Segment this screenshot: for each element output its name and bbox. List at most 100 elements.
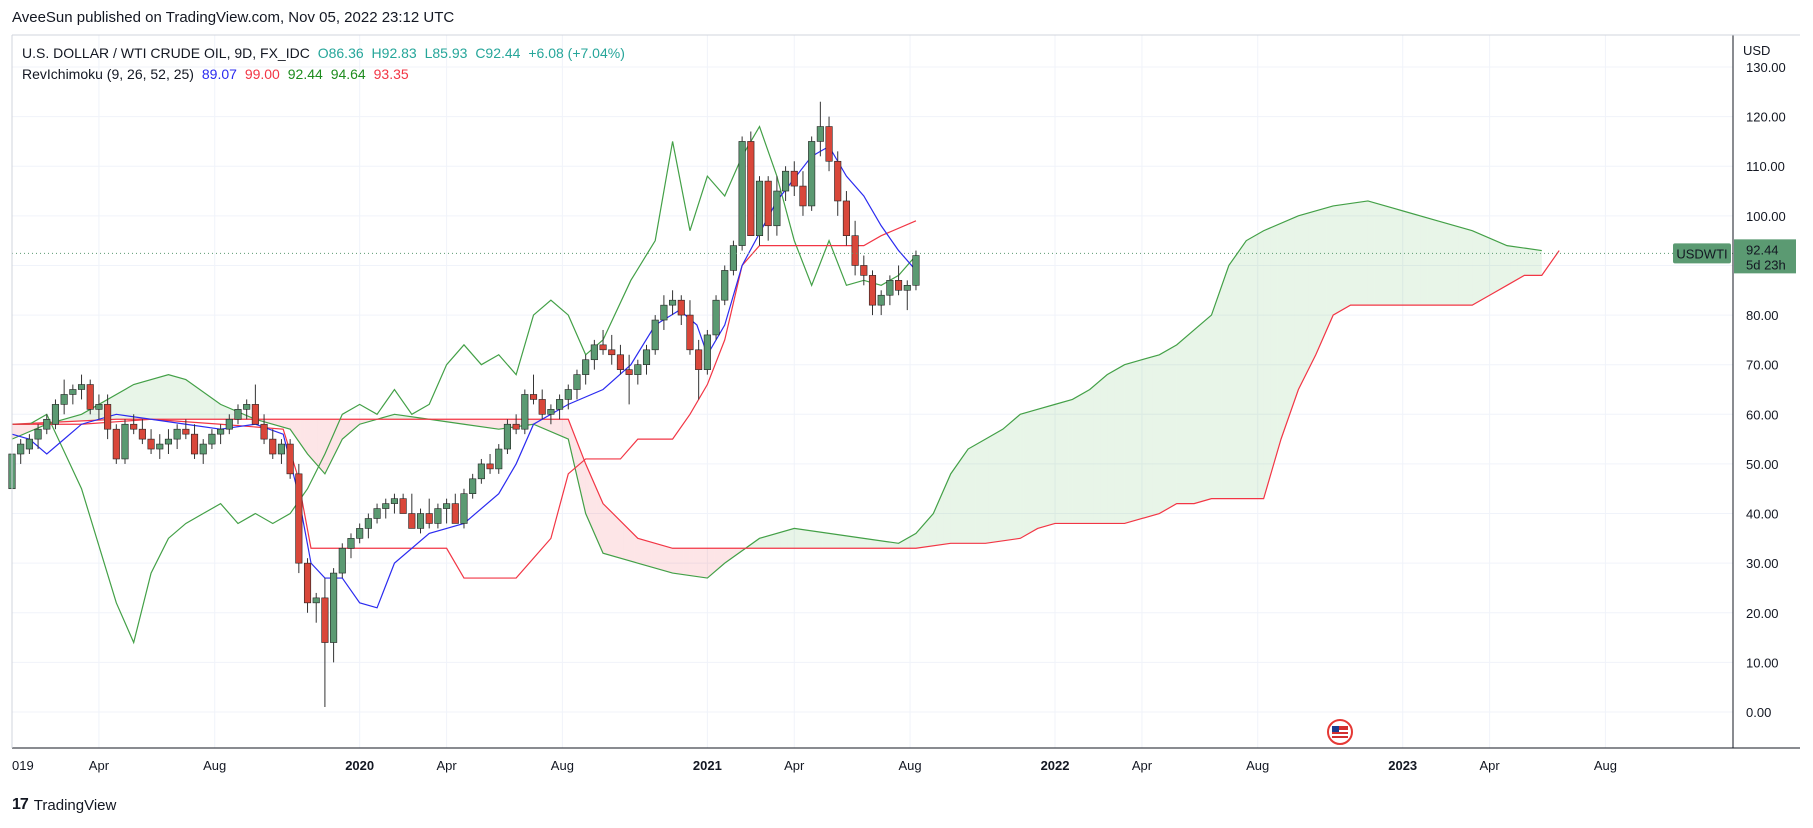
y-tick-label: 60.00 [1746,407,1779,422]
cloud-fill [1440,221,1445,306]
cloud-fill [1260,230,1264,499]
footer-brand[interactable]: 17 TradingView [12,796,116,814]
cloud-fill [658,544,663,571]
cloud-fill [1041,407,1045,528]
cloud-fill [168,374,172,420]
y-tick-label: 80.00 [1746,308,1779,323]
cloud-fill [895,542,899,549]
cloud-fill [453,419,458,424]
cloud-fill [1100,377,1104,524]
cloud-fill [1305,212,1309,376]
cloud-fill [470,419,475,426]
candle-body [130,423,138,430]
cloud-fill [1034,409,1038,531]
candle-body [382,503,390,509]
candle-body [364,518,372,529]
published-caption: AveeSun published on TradingView.com, No… [12,9,455,26]
cloud-fill [1068,399,1073,524]
cloud-fill [1274,224,1278,463]
cloud-fill [839,534,843,549]
cloud-fill [1208,315,1212,500]
cloud-fill [554,419,558,435]
cloud-fill [1183,335,1188,504]
candle-body [903,285,911,291]
candle-body [225,418,233,430]
cloud-fill [1472,230,1476,306]
cloud-fill [231,408,235,420]
candle-body [338,547,346,574]
cloud-fill [835,534,840,549]
cloud-fill [85,410,89,421]
cloud-fill [672,548,677,574]
cloud-fill [1187,332,1191,504]
cloud-fill [1030,410,1035,533]
cloud-fill [1131,361,1135,522]
cloud-fill [1364,200,1368,306]
cloud-fill [1482,235,1487,300]
candle-body [112,428,120,460]
candle-body [373,508,381,519]
cloud-fill [1475,232,1480,304]
cloud-fill [707,548,711,579]
cloud-fill [185,379,190,420]
x-tick-label: Aug [1594,758,1617,773]
cloud-fill [561,419,565,438]
cloud-fill [1287,218,1292,420]
cloud-fill [1402,210,1407,306]
cloud-fill [1354,202,1358,306]
cloud-fill [881,540,885,549]
cloud-fill [922,521,927,548]
cloud-fill [1013,417,1017,540]
cloud-fill [957,458,962,544]
cloud-fill [1107,372,1111,524]
cloud-fill [589,471,593,530]
x-tick-label: Apr [1480,758,1501,773]
cloud-fill [630,531,635,563]
cloud-fill [613,514,617,558]
candle-body [190,433,199,455]
chikou-line [12,125,917,645]
candle-body [625,369,633,375]
x-tick-label: 2021 [693,758,722,773]
cloud-fill [912,533,916,549]
us-flag-icon [1332,730,1348,732]
cloud-fill [926,517,930,547]
cloud-fill [863,538,868,549]
candle-body [816,126,824,142]
cloud-fill [196,387,200,420]
cloud-fill [154,377,159,420]
cloud-fill [1479,233,1483,302]
cloud-fill [689,548,694,577]
cloud-fill [192,384,197,420]
cloud-fill [286,419,291,430]
cloud-fill [1447,223,1452,306]
cloud-fill [227,407,232,420]
cloud-fill [224,405,228,420]
cloud-fill [1298,214,1302,390]
cloud-fill [943,481,948,545]
cloud-fill [982,439,986,544]
cloud-fill [644,540,649,567]
cloud-fill [1437,220,1441,306]
cloud-fill [1166,348,1170,510]
candle-body [60,394,68,405]
cloud-fill [776,532,781,549]
cloud-fill [1006,423,1010,541]
cloud-fill [1513,246,1518,282]
cloud-fill [1253,234,1257,499]
cloud-fill [1201,321,1205,502]
candle-body [677,299,685,316]
cloud-fill [1385,205,1389,306]
candle-body [347,538,355,549]
cloud-fill [1148,356,1153,517]
candle-body [721,270,729,301]
candle-body [425,513,433,524]
senkou-span-a-line [11,200,1542,579]
candle-body [590,344,598,361]
cloud-fill [623,524,628,561]
cloud-fill [815,531,819,549]
y-tick-label: 130.00 [1746,60,1786,75]
cloud-fill [999,429,1003,542]
cloud-fill [1058,402,1062,524]
